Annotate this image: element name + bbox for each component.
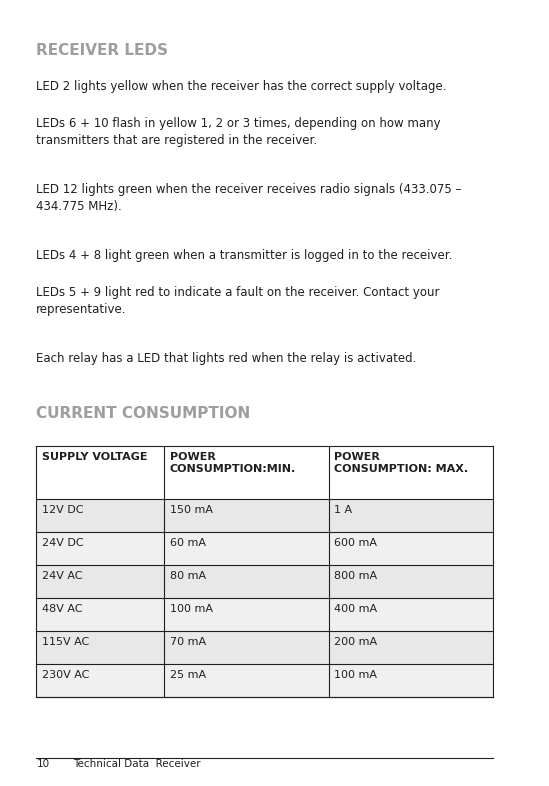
Text: POWER
CONSUMPTION:MIN.: POWER CONSUMPTION:MIN.	[170, 452, 296, 474]
Text: 1 A: 1 A	[334, 505, 352, 516]
Text: LED 12 lights green when the receiver receives radio signals (433.075 –
434.775 : LED 12 lights green when the receiver re…	[36, 183, 462, 213]
Text: 100 mA: 100 mA	[334, 670, 377, 681]
Text: SUPPLY VOLTAGE: SUPPLY VOLTAGE	[42, 452, 147, 462]
Bar	[36, 565, 494, 598]
Text: 10: 10	[36, 758, 49, 769]
Text: 800 mA: 800 mA	[334, 571, 377, 582]
Text: 24V DC: 24V DC	[42, 538, 83, 549]
Text: 400 mA: 400 mA	[334, 604, 377, 615]
Bar	[36, 499, 494, 532]
Text: 48V AC: 48V AC	[42, 604, 82, 615]
Text: 150 mA: 150 mA	[170, 505, 212, 516]
Text: Each relay has a LED that lights red when the relay is activated.: Each relay has a LED that lights red whe…	[36, 352, 417, 365]
Text: LEDs 4 + 8 light green when a transmitter is logged in to the receiver.: LEDs 4 + 8 light green when a transmitte…	[36, 249, 453, 263]
Text: 24V AC: 24V AC	[42, 571, 82, 582]
Text: 200 mA: 200 mA	[334, 637, 377, 648]
Text: LEDs 6 + 10 flash in yellow 1, 2 or 3 times, depending on how many
transmitters : LEDs 6 + 10 flash in yellow 1, 2 or 3 ti…	[36, 117, 441, 147]
Text: LED 2 lights yellow when the receiver has the correct supply voltage.: LED 2 lights yellow when the receiver ha…	[36, 80, 447, 94]
Text: CURRENT CONSUMPTION: CURRENT CONSUMPTION	[36, 406, 250, 421]
Text: Technical Data  Receiver: Technical Data Receiver	[72, 758, 200, 769]
Bar	[36, 631, 494, 664]
Text: 115V AC: 115V AC	[42, 637, 89, 648]
Bar	[36, 598, 494, 631]
Bar	[36, 664, 494, 697]
Text: RECEIVER LEDS: RECEIVER LEDS	[36, 43, 169, 58]
Text: 60 mA: 60 mA	[170, 538, 205, 549]
Text: 70 mA: 70 mA	[170, 637, 206, 648]
Text: 600 mA: 600 mA	[334, 538, 377, 549]
Text: LEDs 5 + 9 light red to indicate a fault on the receiver. Contact your
represent: LEDs 5 + 9 light red to indicate a fault…	[36, 286, 440, 316]
Text: 25 mA: 25 mA	[170, 670, 206, 681]
Text: POWER
CONSUMPTION: MAX.: POWER CONSUMPTION: MAX.	[334, 452, 468, 474]
Bar	[36, 532, 494, 565]
Text: 230V AC: 230V AC	[42, 670, 89, 681]
Text: 12V DC: 12V DC	[42, 505, 83, 516]
Text: 80 mA: 80 mA	[170, 571, 206, 582]
Text: 100 mA: 100 mA	[170, 604, 212, 615]
Bar	[36, 446, 494, 499]
